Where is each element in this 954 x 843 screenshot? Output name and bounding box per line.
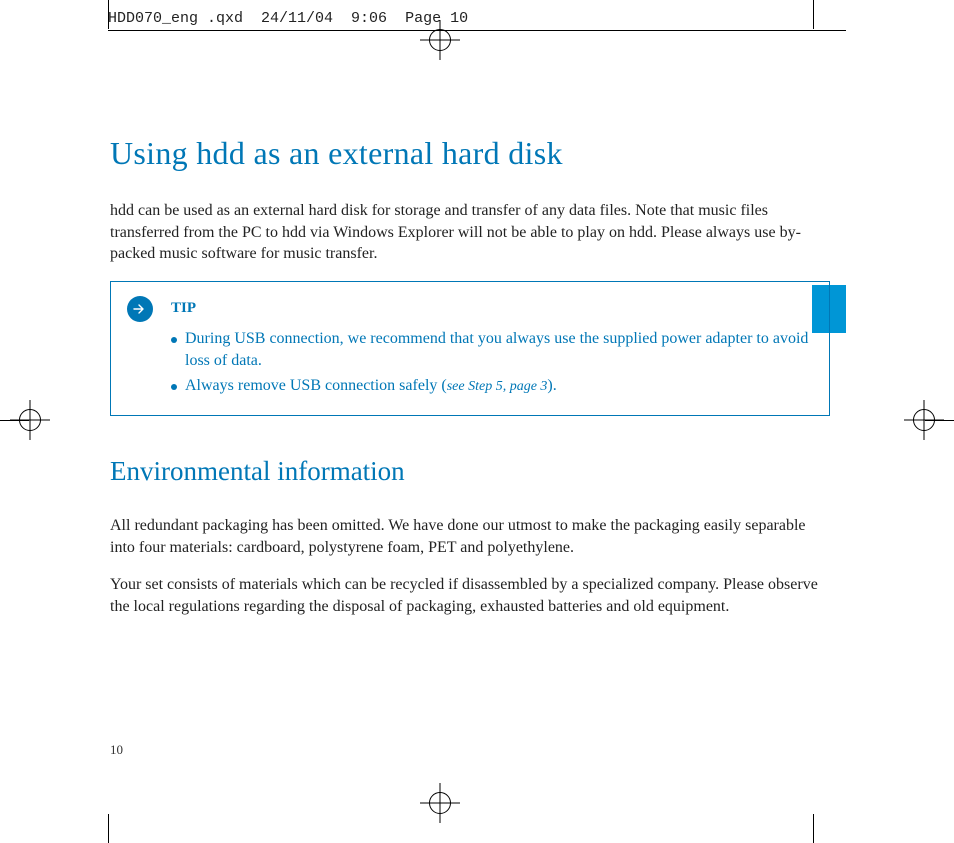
tip-callout: TIP During USB connection, we recommend … [110, 281, 830, 416]
crop-mark [813, 814, 814, 843]
meta-date: 24/11/04 [261, 10, 333, 27]
tip-label: TIP [171, 300, 196, 317]
arrow-icon [127, 296, 153, 322]
section-2-paragraph-2: Your set consists of materials which can… [110, 574, 830, 617]
section-2-paragraph-1: All redundant packaging has been omitted… [110, 515, 830, 558]
page-number: 10 [110, 742, 123, 758]
registration-mark [904, 400, 944, 440]
meta-filename: HDD070_eng .qxd [108, 10, 243, 27]
top-crop-rule [108, 30, 846, 31]
crop-mark [108, 814, 109, 843]
registration-mark [420, 20, 460, 60]
registration-mark [420, 783, 460, 823]
meta-time: 9:06 [351, 10, 387, 27]
tip-ref-close: ). [547, 377, 556, 394]
crop-mark [108, 0, 109, 29]
heading-section-2: Environmental information [110, 456, 830, 487]
tip-item: During USB connection, we recommend that… [171, 328, 813, 373]
tip-item: Always remove USB connection safely (see… [171, 375, 813, 397]
preflight-meta: HDD070_eng .qxd 24/11/04 9:06 Page 10 [108, 10, 846, 27]
section-1-paragraph: hdd can be used as an external hard disk… [110, 200, 830, 265]
page-content: Using hdd as an external hard disk hdd c… [110, 135, 830, 633]
registration-mark [10, 400, 50, 440]
tip-reference: see Step 5, page 3 [447, 379, 548, 394]
crop-mark [813, 0, 814, 29]
tip-list: During USB connection, we recommend that… [127, 328, 813, 397]
heading-section-1: Using hdd as an external hard disk [110, 135, 830, 172]
tip-header: TIP [127, 296, 813, 322]
tip-item-text: Always remove USB connection safely ( [185, 377, 447, 394]
